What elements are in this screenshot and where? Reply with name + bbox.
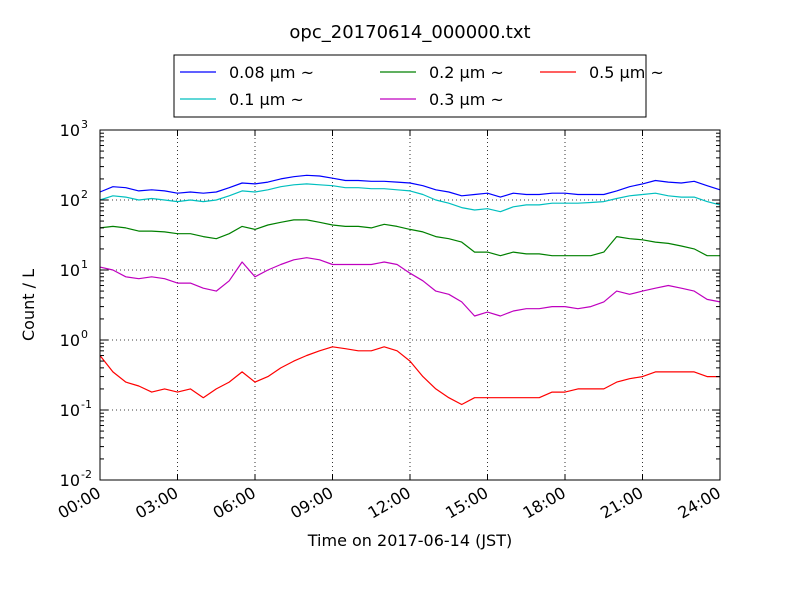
y-tick-exponent: 3 <box>81 118 88 131</box>
y-tick-exponent: -2 <box>81 468 92 481</box>
y-tick-label: 10 <box>60 191 80 210</box>
y-tick-label: 10 <box>60 331 80 350</box>
grid <box>100 130 720 480</box>
chart-title: opc_20170614_000000.txt <box>289 22 530 43</box>
series-line-5 <box>99 346 720 406</box>
axis-ticks <box>99 129 721 481</box>
series-line-3 <box>99 219 720 257</box>
legend-label-4: 0.3 μm ~ <box>429 90 504 109</box>
legend-label-5: 0.5 μm ~ <box>589 63 664 82</box>
legend-label-2: 0.1 μm ~ <box>229 90 304 109</box>
y-tick-exponent: 0 <box>81 328 88 341</box>
series-line-1 <box>99 174 721 198</box>
y-tick-label: 10 <box>60 401 80 420</box>
y-tick-label: 10 <box>60 471 80 490</box>
y-tick-exponent: 2 <box>81 188 88 201</box>
legend-entries: 0.08 μm ~ 0.1 μm ~ 0.2 μm ~ 0.3 μm ~ 0.5 μm … <box>180 63 664 109</box>
series-line-4 <box>99 257 721 317</box>
series-lines <box>99 174 721 406</box>
legend: 0.08 μm ~ 0.1 μm ~ 0.2 μm ~ 0.3 μm ~ 0.5 μm … <box>173 54 664 118</box>
legend-label-3: 0.2 μm ~ <box>429 63 504 82</box>
y-tick-exponent: -1 <box>81 398 92 411</box>
y-tick-label: 10 <box>60 261 80 280</box>
legend-label-1: 0.08 μm ~ <box>229 63 314 82</box>
y-axis-label: Count / L <box>19 269 38 341</box>
legend-box <box>173 54 647 118</box>
series-line-2 <box>99 183 721 213</box>
y-tick-exponent: 1 <box>81 258 88 271</box>
x-axis-label: Time on 2017-06-14 (JST) <box>307 531 512 550</box>
y-tick-label: 10 <box>60 121 80 140</box>
